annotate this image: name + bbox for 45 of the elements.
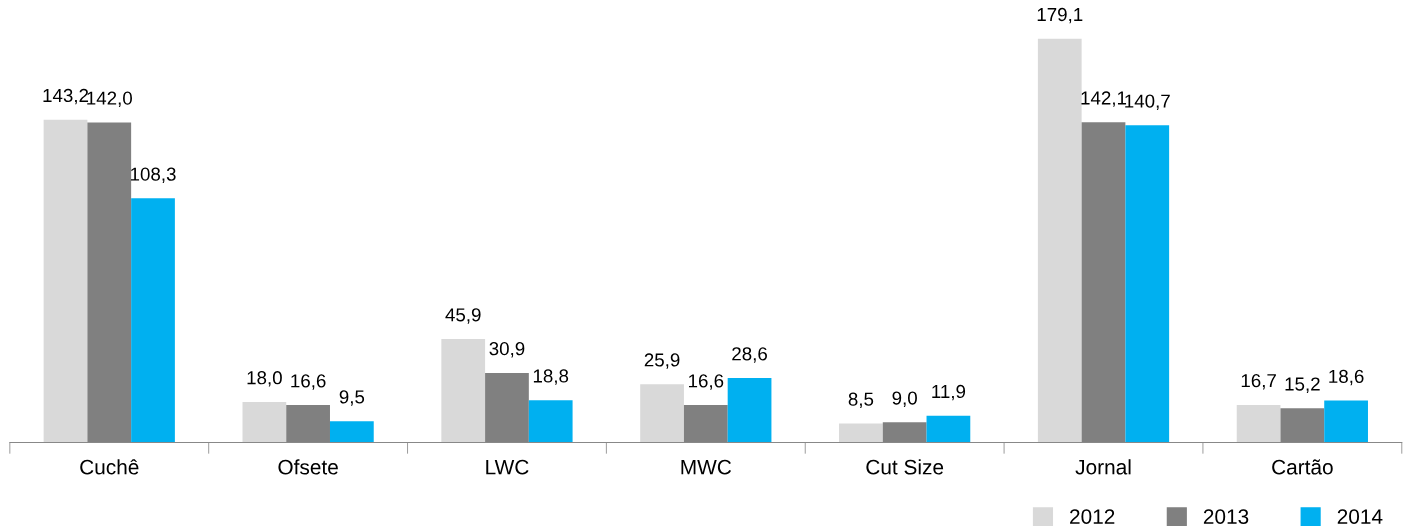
bar <box>441 339 486 443</box>
bar <box>528 400 573 443</box>
x-tick-label: Ofsete <box>278 459 338 475</box>
data-label: 18,8 <box>533 369 569 385</box>
legend-label: 2013 <box>1203 509 1249 524</box>
data-label: 9,5 <box>339 390 365 406</box>
x-tick-label: Cartão <box>1272 459 1333 475</box>
data-label: 9,0 <box>892 391 917 407</box>
bar <box>1125 125 1170 443</box>
data-label: 30,9 <box>489 342 525 358</box>
bar <box>640 384 684 443</box>
data-label: 140,7 <box>1125 94 1170 110</box>
x-tick-label: MWC <box>681 459 732 475</box>
bar <box>43 119 88 443</box>
data-label: 15,2 <box>1285 377 1320 393</box>
legend-label: 2012 <box>1070 509 1115 524</box>
bar <box>926 415 971 443</box>
data-label: 25,9 <box>644 353 680 369</box>
data-label: 45,9 <box>445 308 481 324</box>
data-label: 16,6 <box>291 374 326 390</box>
bar <box>727 378 772 443</box>
bar <box>131 198 175 443</box>
x-tick-label: Cuchê <box>80 459 139 475</box>
data-label: 142,0 <box>87 91 132 108</box>
data-label: 16,6 <box>689 374 724 390</box>
data-label: 18,6 <box>1329 369 1364 386</box>
x-tick-label: Cut Size <box>866 459 944 475</box>
bar <box>1236 404 1281 443</box>
data-label: 18,0 <box>247 371 282 387</box>
bar <box>1324 400 1368 443</box>
data-label: 28,6 <box>732 347 767 363</box>
legend-label: 2014 <box>1337 509 1383 524</box>
bar <box>242 401 287 443</box>
bar <box>1037 38 1082 443</box>
bar <box>329 421 374 443</box>
x-tick-label: LWC <box>486 459 529 475</box>
data-label: 142,1 <box>1081 91 1127 107</box>
bar <box>839 423 883 443</box>
data-label: 143,2 <box>43 88 89 105</box>
data-label: 11,9 <box>932 384 966 401</box>
x-tick-label: Jornal <box>1075 459 1131 475</box>
data-label: 179,1 <box>1037 7 1083 24</box>
data-label: 8,5 <box>848 392 874 409</box>
data-label: 16,7 <box>1241 374 1276 390</box>
data-label: 108,3 <box>130 167 176 183</box>
